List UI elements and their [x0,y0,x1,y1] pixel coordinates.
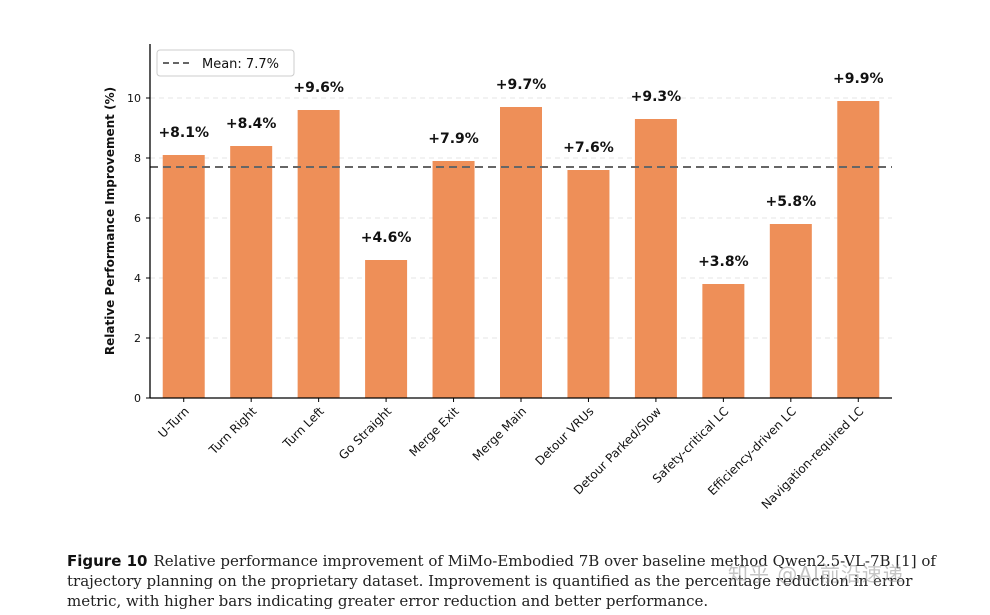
bar [837,101,880,398]
x-tick-label: Detour VRUs [533,404,597,468]
y-tick-label: 0 [134,392,141,405]
y-ticks: 0 2 4 6 8 10 [127,92,150,405]
bar [702,284,745,398]
y-tick-label: 4 [134,272,141,285]
x-tick-label: Merge Exit [407,404,462,459]
bar-value-label: +8.4% [226,116,277,132]
bar-value-label: +8.1% [158,125,209,141]
bar [769,224,812,398]
caption-text: Relative performance improvement of MiMo… [67,552,936,610]
bar-value-label: +9.9% [833,71,884,87]
bar [297,110,340,398]
x-tick-labels: U-Turn Turn Right Turn Left Go Straight Merg… [155,404,866,512]
bar-value-label: +9.6% [293,80,344,96]
figure-caption: Figure 10 Relative performance improvemen… [67,551,947,611]
axes [149,44,892,402]
bar [432,161,475,398]
bar-value-label: +7.6% [563,140,614,156]
watermark: 知乎 @AI前沿速递 [728,562,904,586]
x-tick-label: Turn Right [206,404,260,458]
x-tick-label: Go Straight [336,404,394,462]
bars [162,101,880,398]
bar-value-label: +7.9% [428,131,479,147]
legend-box [156,49,295,77]
value-labels: +8.1% +8.4% +9.6% +4.6% +7.9% +9.7% +7.6% +9.3%… [158,71,883,270]
bar [365,260,408,398]
bar [500,107,542,398]
bar-value-label: +3.8% [698,254,749,270]
y-axis-label: Relative Performance Improvement (%) [103,87,117,355]
bar [230,146,273,398]
x-tick-label: Merge Main [470,404,529,463]
bar-value-label: +9.7% [496,77,547,93]
bar-chart: 0 2 4 6 8 10 U-Turn Turn Right Turn Left Go Stra… [103,44,892,512]
bar [634,119,677,398]
bar-value-label: +9.3% [631,89,682,105]
bar-value-label: +5.8% [766,194,817,210]
legend-mean-label: Mean: 7.7% [202,57,279,72]
x-tick-label: Turn Left [279,404,326,451]
bar [567,170,610,398]
bar-value-label: +4.6% [361,230,412,246]
y-tick-label: 10 [127,92,141,105]
y-tick-label: 2 [134,332,141,345]
y-tick-label: 8 [134,152,141,165]
legend: Mean: 7.7% [156,49,295,77]
figure-label: Figure 10 [67,552,148,570]
bar [162,155,205,398]
x-tick-label: U-Turn [155,404,191,440]
y-tick-label: 6 [134,212,141,225]
